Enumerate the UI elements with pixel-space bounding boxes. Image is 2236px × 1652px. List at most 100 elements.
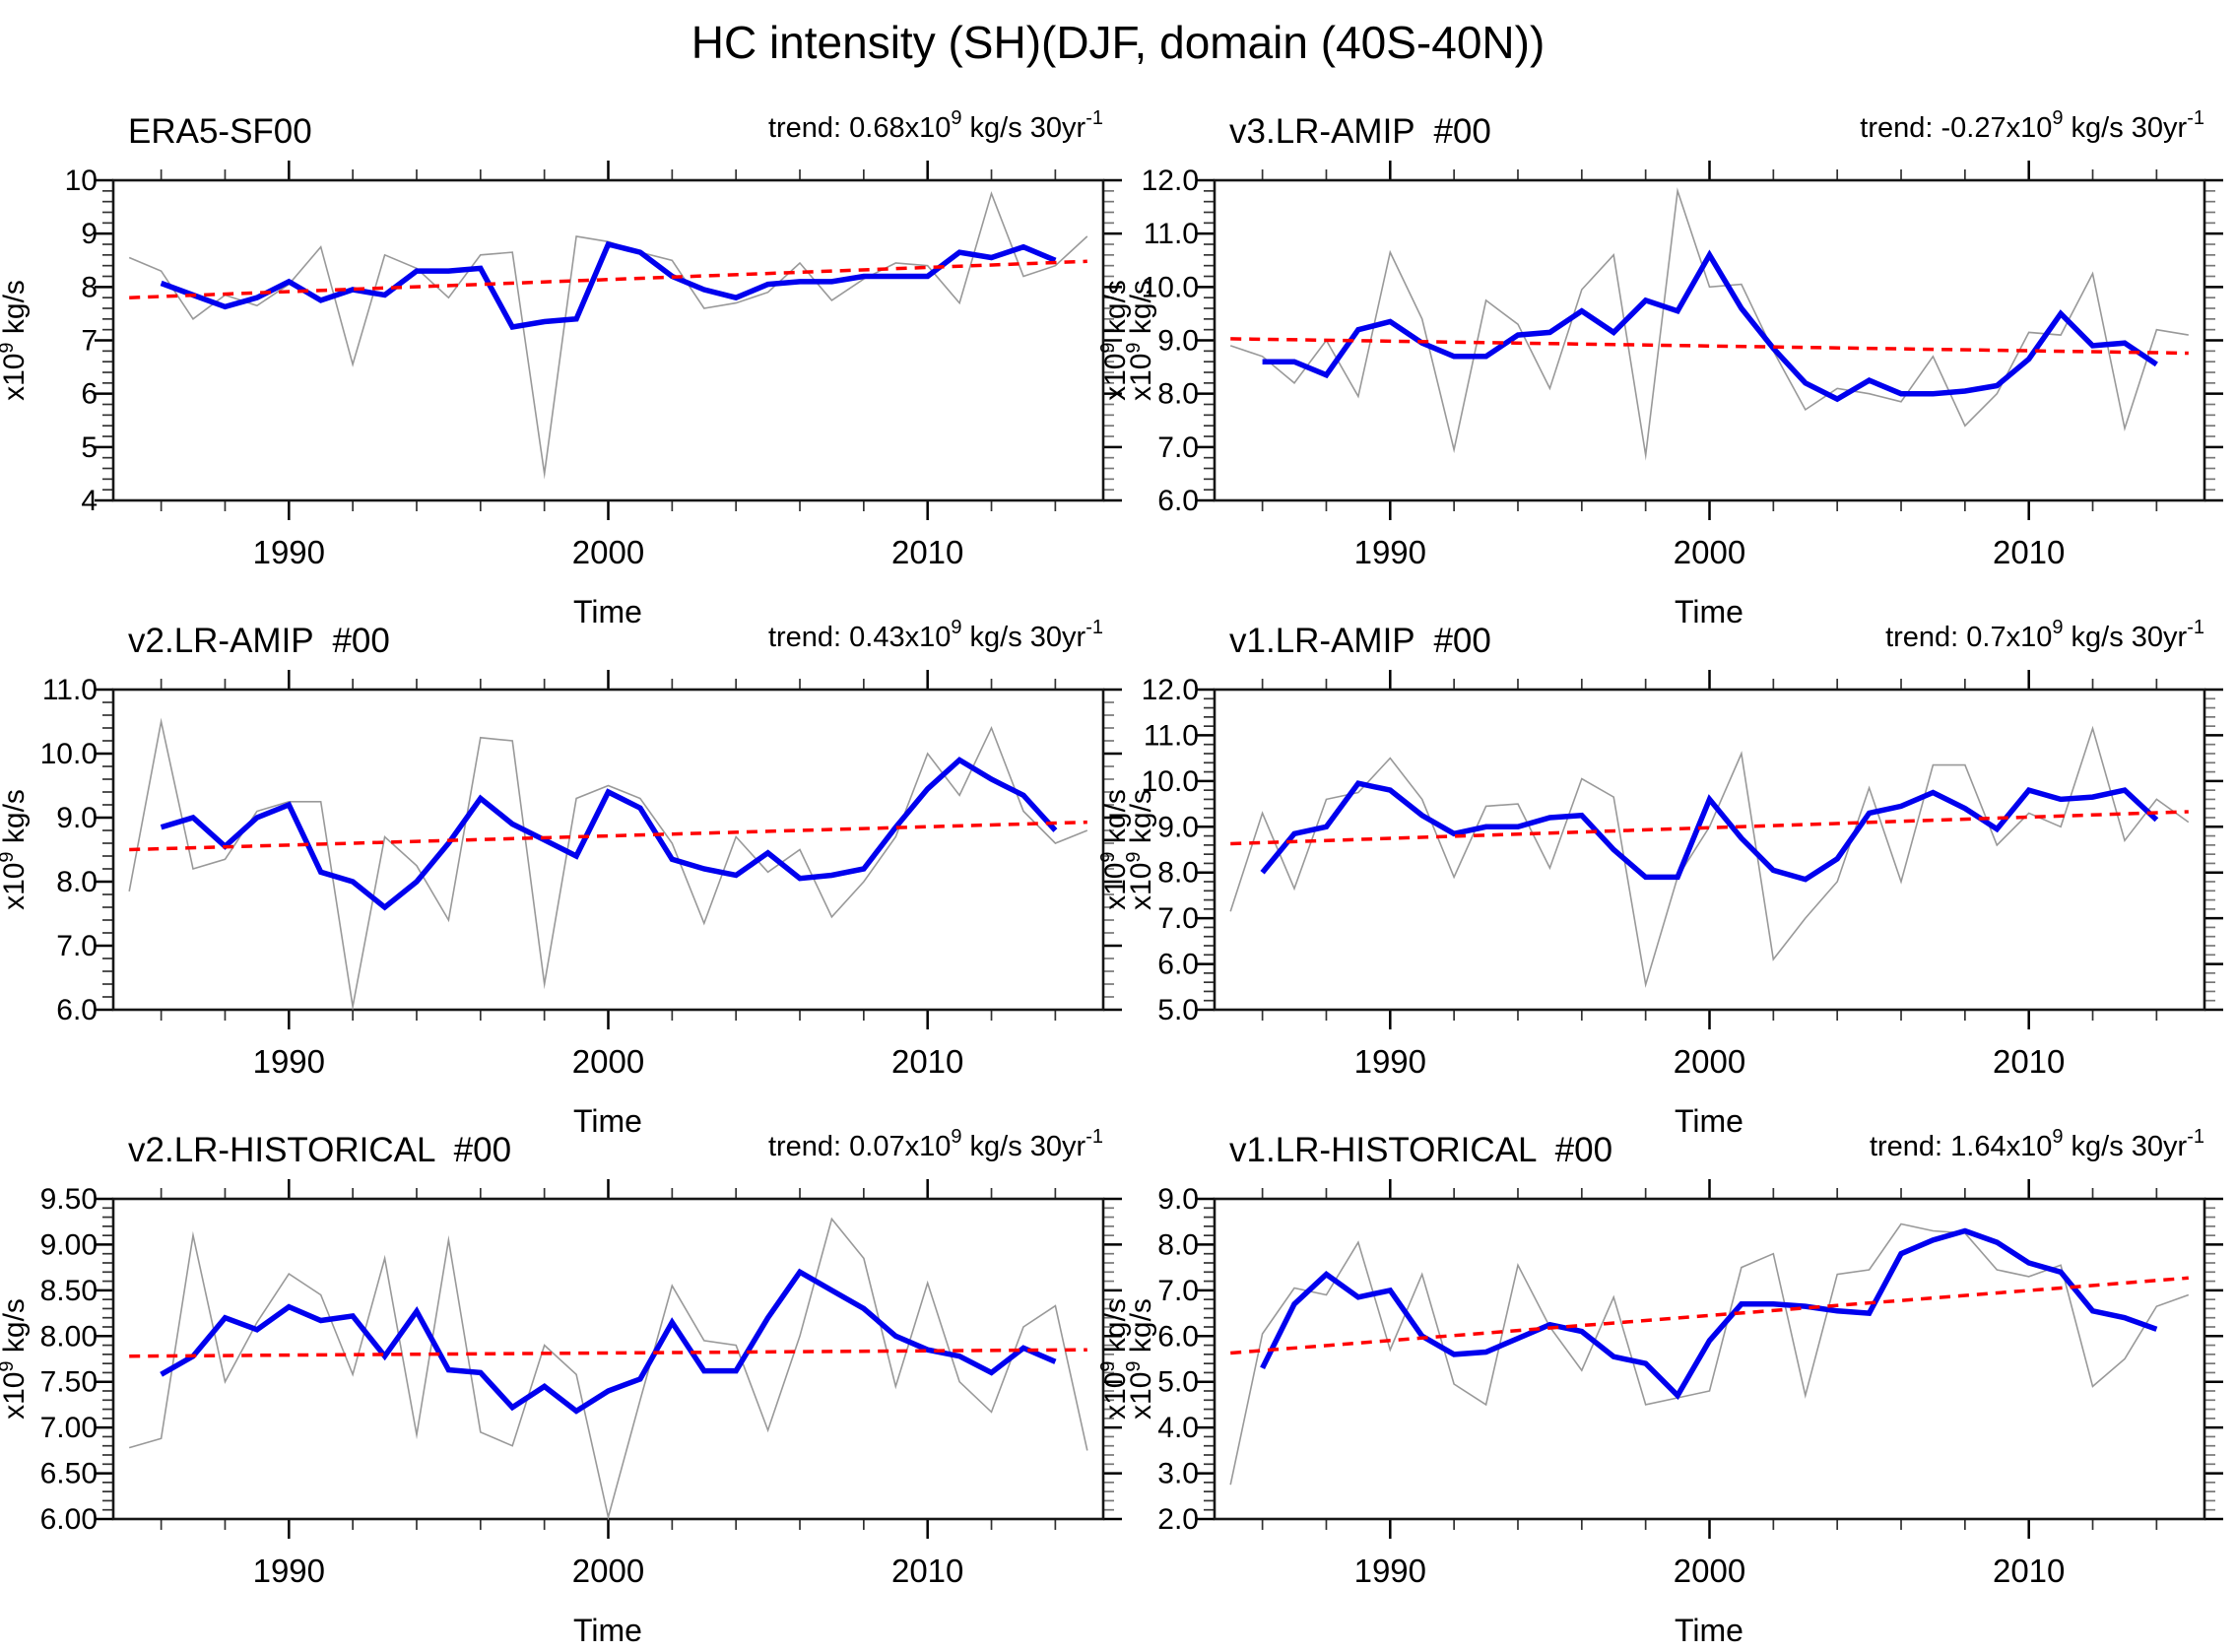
y-tick-label: 7.0 <box>1157 1275 1199 1307</box>
series-trend <box>1230 810 2189 846</box>
y-axis-label-right: x109 kg/s <box>1123 789 1157 910</box>
y-tick-label: 9.0 <box>1157 811 1199 843</box>
y-tick-label: 9.0 <box>1157 325 1199 358</box>
y-tick-label: 9.50 <box>40 1183 98 1216</box>
y-tick-label: 3.0 <box>1157 1458 1199 1490</box>
y-tick-label: 6.50 <box>40 1458 98 1490</box>
chart-panel: v1.LR-AMIP #00 trend: 0.7x109 kg/s 30yr-… <box>1097 591 2236 1143</box>
plot-area: 6.00 6.50 7.00 7.50 8.00 8.50 9.00 9.50 1990 2000… <box>40 1179 1122 1589</box>
y-tick-label: 11.0 <box>42 674 98 706</box>
y-axis-label: x109 kg/s <box>1097 1298 1132 1420</box>
y-tick-label: 10.0 <box>40 738 98 770</box>
panel-trend-label: trend: 0.07x109 kg/s 30yr-1 <box>768 1126 1103 1162</box>
x-tick-label: 1990 <box>1354 534 1426 570</box>
x-tick-label: 2000 <box>572 1043 644 1080</box>
series-trend <box>1230 337 2189 356</box>
y-tick-label: 6.0 <box>1157 485 1199 517</box>
y-tick-label: 6.0 <box>56 994 98 1026</box>
y-axis-label: x109 kg/s <box>0 1298 31 1420</box>
y-tick-label: 7.00 <box>40 1412 98 1444</box>
series-smoothed <box>160 1268 1057 1415</box>
series-trend <box>1230 1276 2189 1355</box>
x-axis-label: Time <box>573 1103 642 1139</box>
y-tick-label: 6.00 <box>40 1503 98 1536</box>
x-tick-label: 1990 <box>253 1553 325 1589</box>
panel-title: v2.LR-HISTORICAL #00 <box>128 1131 511 1169</box>
chart-panel: v3.LR-AMIP #00 trend: -0.27x109 kg/s 30y… <box>1097 82 2236 633</box>
panel-title: v1.LR-HISTORICAL #00 <box>1229 1131 1612 1169</box>
panel-title: v1.LR-AMIP #00 <box>1229 622 1491 660</box>
y-tick-label: 7.0 <box>1157 431 1199 464</box>
y-tick-label: 7.0 <box>56 930 98 962</box>
plot-area: 4 5 6 7 8 9 10 1990 2000 2010 <box>65 161 1122 570</box>
panel-title: v2.LR-AMIP #00 <box>128 622 390 660</box>
y-axis-label-right: x109 kg/s <box>1123 280 1157 401</box>
x-tick-label: 2010 <box>891 1553 963 1589</box>
panel-trend-label: trend: -0.27x109 kg/s 30yr-1 <box>1860 107 2204 144</box>
plot-frame <box>111 178 1105 502</box>
chart-svg: v2.LR-HISTORICAL #00 trend: 0.07x109 kg/… <box>0 1126 1157 1648</box>
y-tick-label: 11.0 <box>1144 719 1199 752</box>
y-tick-label: 10.0 <box>1142 271 1199 303</box>
plot-frame <box>111 1197 1105 1521</box>
y-tick-label: 8.0 <box>56 866 98 898</box>
plot-frame <box>1213 178 2206 502</box>
plot-area: 2.0 3.0 4.0 5.0 6.0 7.0 8.0 9.0 1990 2000 2010 <box>1157 1179 2223 1589</box>
y-tick-label: 9.00 <box>40 1228 98 1261</box>
panel-trend-label: trend: 0.68x109 kg/s 30yr-1 <box>768 107 1103 144</box>
y-tick-label: 8.50 <box>40 1275 98 1307</box>
chart-svg: v1.LR-AMIP #00 trend: 0.7x109 kg/s 30yr-… <box>1097 617 2223 1139</box>
chart-svg: v2.LR-AMIP #00 trend: 0.43x109 kg/s 30yr… <box>0 617 1157 1139</box>
x-tick-label: 2010 <box>891 1043 963 1080</box>
plot-area: 6.0 7.0 8.0 9.0 10.0 11.0 12.0 1990 2000 2010 <box>1142 161 2223 570</box>
x-tick-label: 2010 <box>891 534 963 570</box>
y-axis-label: x109 kg/s <box>1097 789 1132 910</box>
x-tick-label: 2000 <box>572 1553 644 1589</box>
x-tick-label: 2000 <box>572 534 644 570</box>
y-tick-label: 9.0 <box>1157 1183 1199 1216</box>
series-smoothed <box>160 240 1057 331</box>
y-tick-label: 12.0 <box>1142 165 1199 197</box>
y-tick-label: 4 <box>81 485 98 517</box>
plot-frame <box>111 688 1105 1012</box>
series-trend <box>129 1348 1087 1358</box>
x-tick-label: 2010 <box>1993 1553 2065 1589</box>
plot-frame <box>1213 1197 2206 1521</box>
panel-trend-label: trend: 1.64x109 kg/s 30yr-1 <box>1870 1126 2204 1162</box>
x-axis-label: Time <box>573 594 642 629</box>
y-tick-label: 7.0 <box>1157 902 1199 935</box>
x-axis-label: Time <box>1675 1613 1743 1648</box>
x-tick-label: 2000 <box>1674 534 1745 570</box>
chart-panel: ERA5-SF00 trend: 0.68x109 kg/s 30yr-1 4 5… <box>0 82 1182 633</box>
chart-panel: v2.LR-AMIP #00 trend: 0.43x109 kg/s 30yr… <box>0 591 1182 1143</box>
plot-area: 5.0 6.0 7.0 8.0 9.0 10.0 11.0 12.0 1990 2000 2010 <box>1142 670 2223 1080</box>
y-tick-label: 5 <box>81 431 98 464</box>
y-tick-label: 6.0 <box>1157 949 1199 981</box>
x-tick-label: 1990 <box>253 534 325 570</box>
x-tick-label: 1990 <box>1354 1043 1426 1080</box>
y-tick-label: 8.0 <box>1157 857 1199 890</box>
y-tick-label: 5.0 <box>1157 994 1199 1026</box>
series-smoothed <box>1260 1227 2158 1401</box>
y-tick-label: 7 <box>81 325 98 358</box>
y-tick-label: 10 <box>65 165 98 197</box>
y-axis-label: x109 kg/s <box>0 280 31 401</box>
y-tick-label: 7.50 <box>40 1366 98 1399</box>
y-tick-label: 8 <box>81 271 98 303</box>
y-tick-label: 9 <box>81 218 98 250</box>
series-annual <box>128 717 1088 1012</box>
x-axis-label: Time <box>1675 1103 1743 1139</box>
y-axis-label: x109 kg/s <box>0 789 31 910</box>
series-trend <box>129 259 1087 299</box>
panel-trend-label: trend: 0.43x109 kg/s 30yr-1 <box>768 617 1103 653</box>
x-tick-label: 2010 <box>1993 534 2065 570</box>
chart-svg: v3.LR-AMIP #00 trend: -0.27x109 kg/s 30y… <box>1097 107 2223 629</box>
series-annual <box>1229 187 2189 461</box>
panel-trend-label: trend: 0.7x109 kg/s 30yr-1 <box>1885 617 2204 653</box>
series-smoothed <box>1260 780 2159 883</box>
chart-svg: ERA5-SF00 trend: 0.68x109 kg/s 30yr-1 4 5… <box>0 107 1157 629</box>
y-tick-label: 8.0 <box>1157 378 1199 411</box>
y-tick-label: 4.0 <box>1157 1412 1199 1444</box>
y-tick-label: 5.0 <box>1157 1366 1199 1399</box>
series-annual <box>1229 1222 2190 1486</box>
